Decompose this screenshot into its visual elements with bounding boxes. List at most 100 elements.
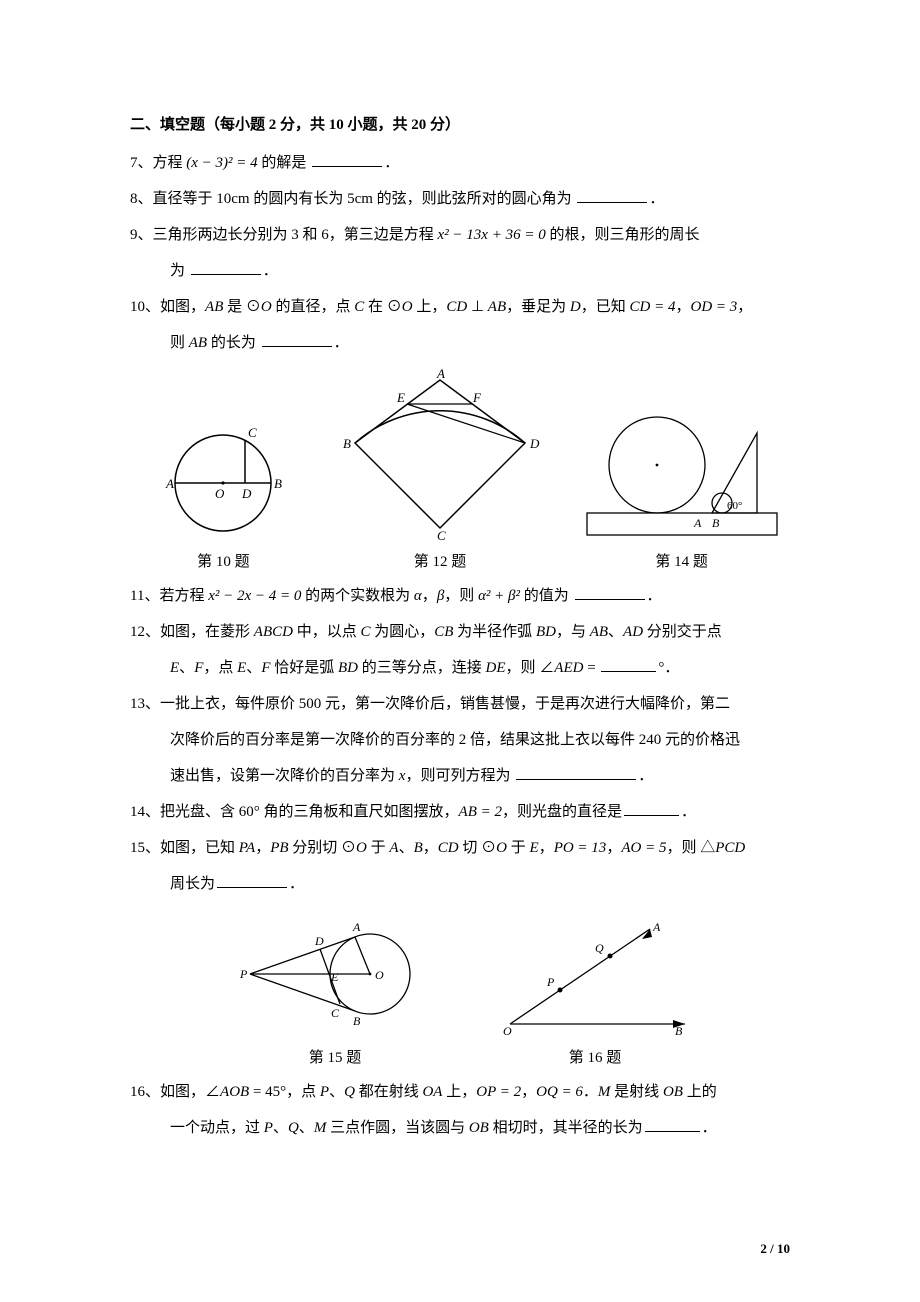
q15-t10: ，	[606, 840, 621, 856]
q10-ab: AB	[205, 299, 223, 315]
q11-t4: ，则	[444, 588, 478, 604]
svg-text:O: O	[375, 968, 384, 982]
q16-ob: OB	[663, 1084, 683, 1100]
q12-bd2: BD	[338, 660, 358, 676]
q11-expr: x² − 2x − 4 = 0	[208, 588, 301, 604]
q12-f: F	[194, 660, 203, 676]
q16-ob2: OB	[469, 1120, 489, 1136]
svg-text:C: C	[437, 528, 446, 543]
svg-text:60°: 60°	[727, 500, 742, 512]
q12-blank	[601, 655, 656, 673]
q15-o2: O	[496, 840, 507, 856]
q15-num: 15、	[130, 840, 160, 856]
q13-tail: ．	[638, 768, 653, 784]
svg-text:B: B	[274, 476, 282, 491]
question-9: 9、三角形两边长分别为 3 和 6，第三边是方程 x² − 13x + 36 =…	[130, 220, 800, 250]
question-16: 16、如图，∠AOB = 45°，点 P、Q 都在射线 OA 上，OP = 2，…	[130, 1077, 800, 1107]
q14-blank	[624, 799, 679, 817]
q7-post: 的解是	[258, 155, 311, 171]
question-14: 14、把光盘、含 60° 角的三角板和直尺如图摆放，AB = 2，则光盘的直径是…	[130, 797, 800, 827]
question-12: 12、如图，在菱形 ABCD 中，以点 C 为圆心，CB 为半径作弧 BD，与 …	[130, 617, 800, 647]
svg-text:B: B	[353, 1014, 361, 1028]
q12-l2t2: ，点	[203, 660, 237, 676]
q15-l2: 周长为	[170, 876, 215, 892]
q16-num: 16、	[130, 1084, 160, 1100]
question-7: 7、方程 (x − 3)² = 4 的解是 ．	[130, 148, 800, 178]
svg-text:B: B	[675, 1024, 683, 1038]
figure-15: P A D E O C B 第 15 题	[235, 909, 435, 1073]
q10-cd2: CD = 4	[630, 299, 676, 315]
q11-blank	[575, 583, 645, 601]
svg-text:C: C	[248, 425, 257, 440]
q15-po: PO = 13	[554, 840, 607, 856]
q8-blank	[577, 186, 647, 204]
q8-num: 8、	[130, 191, 153, 207]
q16-t1: 如图，∠	[160, 1084, 220, 1100]
q9-blank	[191, 258, 261, 276]
q9-t1: 三角形两边长分别为 3 和 6，第三边是方程	[153, 227, 438, 243]
q16-t4: 都在射线	[355, 1084, 423, 1100]
q12-l2t3: 、	[246, 660, 261, 676]
q10-m2: 的直径，点	[272, 299, 355, 315]
svg-text:O: O	[215, 486, 225, 501]
q16-op: OP = 2	[476, 1084, 521, 1100]
q15-t11: ，则 △	[666, 840, 715, 856]
svg-text:B: B	[343, 436, 351, 451]
q16-q: Q	[344, 1084, 355, 1100]
q15-ao: AO = 5	[621, 840, 666, 856]
q12-t4: 为半径作弧	[453, 624, 536, 640]
question-10-line2: 则 AB 的长为 ．	[130, 328, 800, 358]
q15-e: E	[530, 840, 539, 856]
q16-q2: Q	[288, 1120, 299, 1136]
q12-de: DE	[486, 660, 506, 676]
svg-text:O: O	[503, 1024, 512, 1038]
question-10: 10、如图，AB 是 ⊙O 的直径，点 C 在 ⊙O 上，CD ⊥ AB，垂足为…	[130, 292, 800, 322]
q10-o2: O	[402, 299, 413, 315]
q13-l3b: ，则可列方程为	[405, 768, 514, 784]
q15-blank	[217, 871, 287, 889]
fig14-svg: 60° A B	[582, 403, 782, 543]
q15-t9: ，	[539, 840, 554, 856]
q16-t3: 、	[329, 1084, 344, 1100]
svg-text:C: C	[331, 1006, 340, 1020]
q12-l2t4: 恰好是弧	[270, 660, 338, 676]
q7-expr: (x − 3)² = 4	[186, 155, 257, 171]
q12-e: E	[170, 660, 179, 676]
q12-t5: ，与	[556, 624, 590, 640]
q16-l2d: 三点作圆，当该圆与	[326, 1120, 469, 1136]
q12-t2: 中，以点	[293, 624, 361, 640]
q10-t1: 如图，	[160, 299, 205, 315]
q15-t7: 切 ⊙	[459, 840, 497, 856]
q16-l2c: 、	[299, 1120, 314, 1136]
q9-tail: ．	[263, 263, 278, 279]
question-13-line2: 次降价后的百分率是第一次降价的百分率的 2 倍，结果这批上衣以每件 240 元的…	[130, 725, 800, 755]
svg-text:A: A	[436, 368, 445, 381]
q13-num: 13、	[130, 696, 160, 712]
q12-ab: AB	[590, 624, 608, 640]
fig12-caption: 第 12 题	[414, 547, 467, 577]
q15-t1: 如图，已知	[160, 840, 239, 856]
fig16-caption: 第 16 题	[569, 1043, 622, 1073]
q14-ab: AB = 2	[459, 804, 502, 820]
q16-p: P	[320, 1084, 329, 1100]
q16-oq: OQ = 6	[536, 1084, 583, 1100]
svg-text:P: P	[546, 975, 555, 989]
q10-perp: ⊥	[467, 299, 488, 315]
q10-c: C	[354, 299, 364, 315]
q8-tail: ．	[649, 191, 664, 207]
q11-num: 11、	[130, 588, 159, 604]
question-13: 13、一批上衣，每件原价 500 元，第一次降价后，销售甚慢，于是再次进行大幅降…	[130, 689, 800, 719]
q8-text: 直径等于 10cm 的圆内有长为 5cm 的弦，则此弦所对的圆心角为	[153, 191, 576, 207]
q16-blank	[645, 1115, 700, 1133]
figure-12: A B C D E F 第 12 题	[335, 368, 545, 577]
svg-text:P: P	[239, 967, 248, 981]
q16-l2a: 一个动点，过	[170, 1120, 264, 1136]
q7-blank	[312, 150, 382, 168]
q11-t2: 的两个实数根为	[301, 588, 414, 604]
q10-m7: ，	[675, 299, 690, 315]
q12-aed: AED	[554, 660, 583, 676]
question-13-line3: 速出售，设第一次降价的百分率为 x，则可列方程为 ．	[130, 761, 800, 791]
q10-l2a: 则	[170, 335, 189, 351]
section-header: 二、填空题（每小题 2 分，共 10 小题，共 20 分）	[130, 110, 800, 140]
svg-text:E: E	[330, 970, 339, 984]
